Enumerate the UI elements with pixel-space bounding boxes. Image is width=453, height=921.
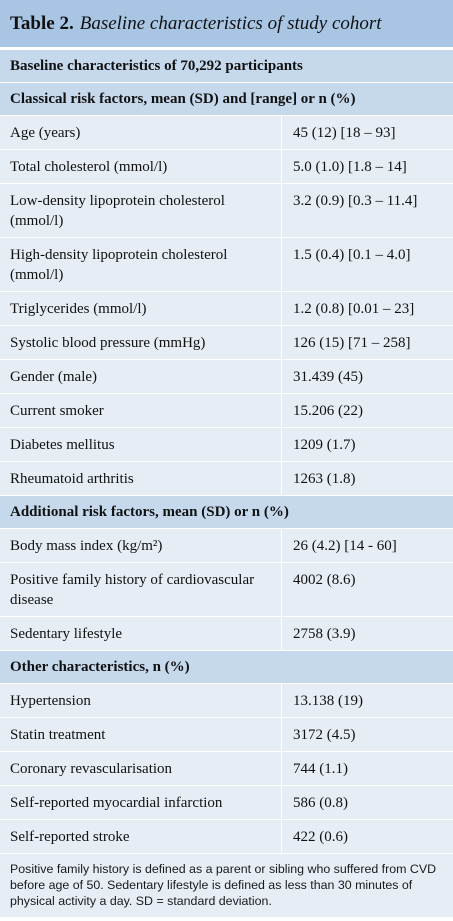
row-value: 15.206 (22) bbox=[293, 403, 363, 419]
row-value: 1209 (1.7) bbox=[293, 437, 356, 453]
table-row: Rheumatoid arthritis 1263 (1.8) bbox=[0, 462, 453, 496]
row-label: Triglycerides (mmol/l) bbox=[0, 292, 282, 325]
section-header-other: Other characteristics, n (%) bbox=[0, 651, 453, 684]
table-row: Hypertension 13.138 (19) bbox=[0, 684, 453, 718]
table-row: Diabetes mellitus 1209 (1.7) bbox=[0, 428, 453, 462]
row-value: 1263 (1.8) bbox=[293, 471, 356, 487]
row-value: 5.0 (1.0) [1.8 – 14] bbox=[293, 159, 407, 175]
row-label: Self-reported myocardial infarction bbox=[0, 786, 282, 819]
row-label: Systolic blood pressure (mmHg) bbox=[0, 326, 282, 359]
table-row: Statin treatment 3172 (4.5) bbox=[0, 718, 453, 752]
row-label: Diabetes mellitus bbox=[0, 428, 282, 461]
section-header-classical: Classical risk factors, mean (SD) and [r… bbox=[0, 83, 453, 116]
row-value: 126 (15) [71 – 258] bbox=[293, 335, 411, 351]
row-label: Coronary revascularisation bbox=[0, 752, 282, 785]
table-row: Sedentary lifestyle 2758 (3.9) bbox=[0, 617, 453, 651]
row-value: 26 (4.2) [14 - 60] bbox=[293, 538, 397, 554]
row-value: 586 (0.8) bbox=[293, 795, 348, 811]
table-row: Body mass index (kg/m²) 26 (4.2) [14 - 6… bbox=[0, 529, 453, 563]
row-label: Age (years) bbox=[0, 116, 282, 149]
row-label: Current smoker bbox=[0, 394, 282, 427]
table-row: Coronary revascularisation 744 (1.1) bbox=[0, 752, 453, 786]
row-label: Positive family history of cardiovascula… bbox=[0, 563, 282, 616]
table-row: Current smoker 15.206 (22) bbox=[0, 394, 453, 428]
row-label: High-density lipoprotein cholesterol (mm… bbox=[0, 238, 282, 291]
row-value: 13.138 (19) bbox=[293, 693, 363, 709]
section-header-additional: Additional risk factors, mean (SD) or n … bbox=[0, 496, 453, 529]
section-title: Classical risk factors, mean (SD) and [r… bbox=[10, 91, 356, 107]
row-value: 31.439 (45) bbox=[293, 369, 363, 385]
row-value: 4002 (8.6) bbox=[293, 572, 356, 588]
row-label: Body mass index (kg/m²) bbox=[0, 529, 282, 562]
row-value: 422 (0.6) bbox=[293, 829, 348, 845]
table-row: Low-density lipoprotein cholesterol (mmo… bbox=[0, 184, 453, 238]
table-row: Self-reported myocardial infarction 586 … bbox=[0, 786, 453, 820]
row-label: Gender (male) bbox=[0, 360, 282, 393]
row-label: Low-density lipoprotein cholesterol (mmo… bbox=[0, 184, 282, 237]
table-row: Self-reported stroke 422 (0.6) bbox=[0, 820, 453, 854]
table-main-header-text: Baseline characteristics of 70,292 parti… bbox=[10, 58, 303, 74]
table-row: Positive family history of cardiovascula… bbox=[0, 563, 453, 617]
table-row: Triglycerides (mmol/l) 1.2 (0.8) [0.01 –… bbox=[0, 292, 453, 326]
table-main-header: Baseline characteristics of 70,292 parti… bbox=[0, 50, 453, 83]
table-title: Table 2. Baseline characteristics of stu… bbox=[0, 0, 453, 47]
row-label: Statin treatment bbox=[0, 718, 282, 751]
row-value: 2758 (3.9) bbox=[293, 626, 356, 642]
row-label: Total cholesterol (mmol/l) bbox=[0, 150, 282, 183]
section-title: Additional risk factors, mean (SD) or n … bbox=[10, 504, 289, 520]
table-caption: Baseline characteristics of study cohort bbox=[79, 12, 382, 34]
table-row: Gender (male) 31.439 (45) bbox=[0, 360, 453, 394]
row-value: 1.2 (0.8) [0.01 – 23] bbox=[293, 301, 415, 317]
row-label: Self-reported stroke bbox=[0, 820, 282, 853]
table-label: Table 2. bbox=[10, 12, 74, 34]
table-row: Systolic blood pressure (mmHg) 126 (15) … bbox=[0, 326, 453, 360]
row-label: Rheumatoid arthritis bbox=[0, 462, 282, 495]
row-value: 744 (1.1) bbox=[293, 761, 348, 777]
row-label: Sedentary lifestyle bbox=[0, 617, 282, 650]
row-value: 45 (12) [18 – 93] bbox=[293, 125, 396, 141]
row-value: 3172 (4.5) bbox=[293, 727, 356, 743]
row-value: 1.5 (0.4) [0.1 – 4.0] bbox=[293, 247, 411, 263]
table-row: Age (years) 45 (12) [18 – 93] bbox=[0, 116, 453, 150]
table-row: Total cholesterol (mmol/l) 5.0 (1.0) [1.… bbox=[0, 150, 453, 184]
table-footnote: Positive family history is defined as a … bbox=[0, 854, 453, 917]
row-label: Hypertension bbox=[0, 684, 282, 717]
row-value: 3.2 (0.9) [0.3 – 11.4] bbox=[293, 193, 418, 209]
table-row: High-density lipoprotein cholesterol (mm… bbox=[0, 238, 453, 292]
section-title: Other characteristics, n (%) bbox=[10, 659, 190, 675]
